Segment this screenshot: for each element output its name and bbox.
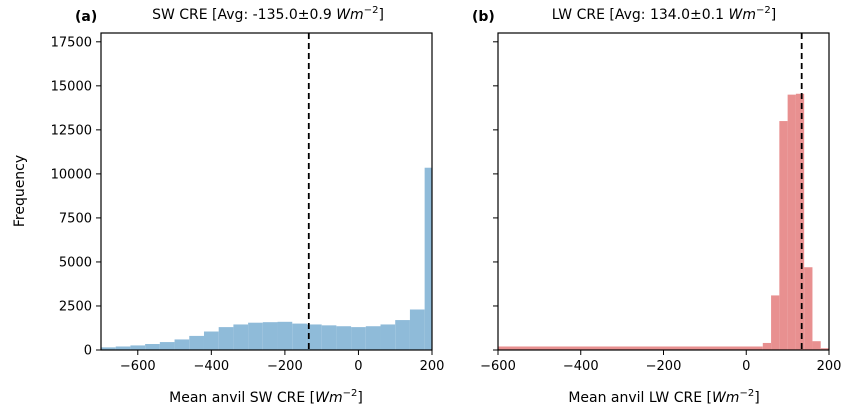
histogram-bar <box>145 344 160 350</box>
plot-frame-a <box>100 32 433 351</box>
x-tick-label: 200 <box>420 359 445 374</box>
panel-title-a: SW CRE [Avg: -135.0±0.9 Wm−2] <box>152 5 384 23</box>
histogram-bar <box>336 326 352 350</box>
histogram-bar <box>424 167 432 350</box>
x-tick-label: −600 <box>120 359 156 374</box>
y-tick-label: 5000 <box>59 255 92 270</box>
histogram-bar <box>795 93 805 350</box>
histogram-bar <box>395 320 410 350</box>
y-tick-label: 17500 <box>51 35 92 50</box>
histogram-bars-a <box>101 167 432 350</box>
x-tick-label: 0 <box>742 359 750 374</box>
histogram-bar <box>365 326 381 350</box>
histogram-bar <box>762 342 772 350</box>
x-tick-label: −200 <box>646 359 682 374</box>
x-tick-label: −200 <box>267 359 303 374</box>
histogram-bar <box>174 339 190 350</box>
plot-frame-b <box>497 32 830 351</box>
y-tick-label: 0 <box>84 344 92 359</box>
y-tick-label: 12500 <box>51 123 92 138</box>
x-tick-label: −600 <box>480 359 516 374</box>
histogram-bar <box>130 345 146 350</box>
x-tick-label: −400 <box>563 359 599 374</box>
histogram-bars-b <box>498 93 829 350</box>
panel-label-b: (b) <box>472 9 495 25</box>
histogram-bar <box>277 321 293 350</box>
x-axis-label-a: Mean anvil SW CRE [Wm−2] <box>169 388 363 406</box>
histogram-bar <box>262 322 278 350</box>
y-axis-label: Frequency <box>12 155 28 227</box>
histogram-bar <box>779 121 788 350</box>
y-tick-label: 15000 <box>51 79 92 94</box>
y-tick-label: 2500 <box>59 299 92 314</box>
histogram-bar <box>351 327 366 350</box>
x-tick-label: −400 <box>193 359 229 374</box>
histogram-bar <box>248 322 263 350</box>
histogram-bar <box>306 324 322 350</box>
panel-lw-cre: (b) LW CRE [Avg: 134.0±0.1 Wm−2] Mean an… <box>472 5 841 406</box>
panel-sw-cre: (a) SW CRE [Avg: -135.0±0.9 Wm−2] Freque… <box>12 5 444 406</box>
y-tick-label: 10000 <box>51 167 92 182</box>
histogram-bar <box>787 94 796 350</box>
histogram-bar <box>820 348 829 350</box>
y-ticks-b <box>493 41 498 351</box>
histogram-bar <box>218 327 234 350</box>
panel-title-b: LW CRE [Avg: 134.0±0.1 Wm−2] <box>552 5 776 23</box>
x-tick-label: 200 <box>817 359 842 374</box>
histogram-bar <box>804 267 813 350</box>
histogram-bar <box>292 323 307 350</box>
histogram-bar <box>203 331 219 350</box>
histogram-bar <box>159 342 175 350</box>
histogram-bar <box>115 346 131 350</box>
histogram-bar <box>498 346 763 350</box>
histogram-bar <box>812 341 821 350</box>
panel-label-a: (a) <box>75 9 97 25</box>
histogram-bar <box>189 335 204 350</box>
histogram-bar <box>380 324 396 350</box>
y-ticks-a: 0 2500 5000 7500 10000 12500 15000 17500 <box>51 35 101 359</box>
histogram-bar <box>321 325 337 350</box>
y-tick-label: 7500 <box>59 211 92 226</box>
histogram-bar <box>233 324 249 350</box>
histogram-bar <box>101 347 116 350</box>
x-axis-label-b: Mean anvil LW CRE [Wm−2] <box>568 388 759 406</box>
x-ticks-a: −600 −400 −200 0 200 <box>120 350 444 374</box>
x-tick-label: 0 <box>354 359 362 374</box>
x-ticks-b: −600 −400 −200 0 200 <box>480 350 841 374</box>
histogram-bar <box>771 295 780 350</box>
histogram-bar <box>409 309 425 350</box>
